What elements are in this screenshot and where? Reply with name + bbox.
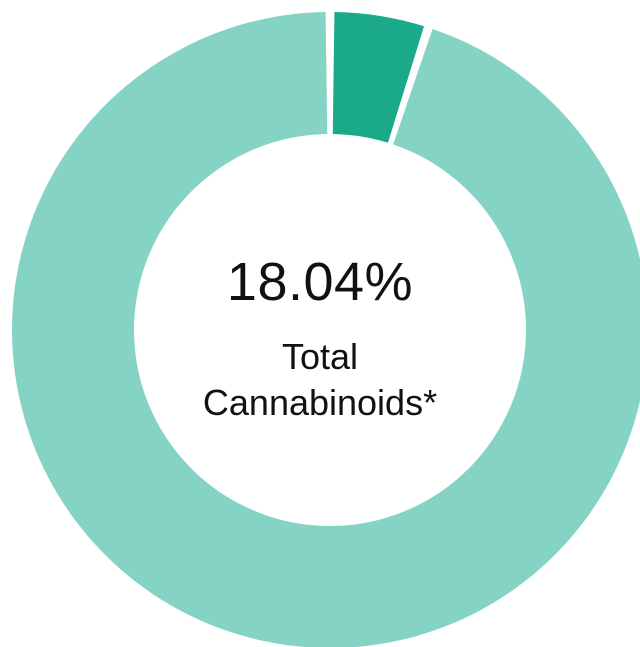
donut-slice-0 [332, 12, 425, 143]
center-label-line2: Cannabinoids* [202, 382, 438, 423]
donut-slice-1 [12, 12, 640, 647]
center-value-text: 18.04% [226, 252, 414, 312]
center-label-text: Total Cannabinoids* [0, 334, 640, 426]
center-label-line1: Total [281, 336, 359, 377]
